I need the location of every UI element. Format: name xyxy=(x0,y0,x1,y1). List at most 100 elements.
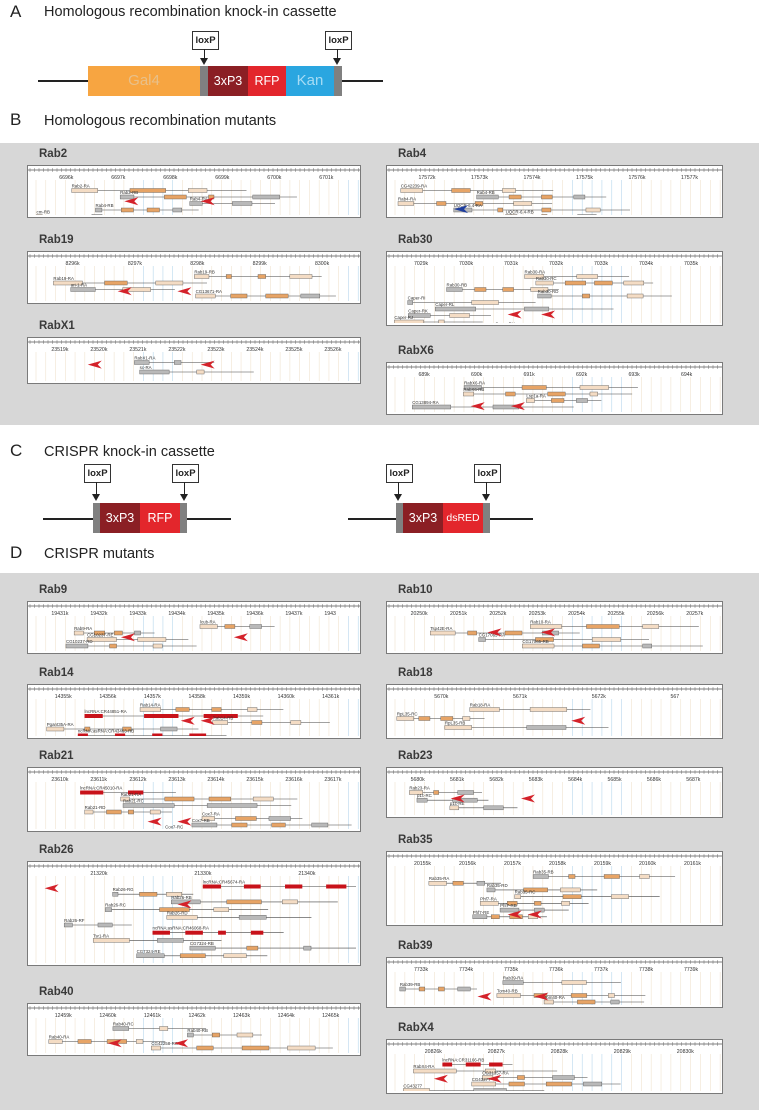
tick-label: 12459k xyxy=(55,1013,72,1019)
section-c-letter: C xyxy=(10,441,23,460)
transcript-label: RpL35-RC xyxy=(397,712,418,717)
exon-block xyxy=(135,1039,144,1044)
transcript-label: Rab30-RB xyxy=(447,283,468,288)
exon-block xyxy=(485,1068,496,1074)
tick-label: 23526k xyxy=(324,347,341,353)
tick-label: 5684k xyxy=(568,777,583,783)
guide-rna-marker xyxy=(107,1039,122,1048)
exon-block xyxy=(457,790,474,795)
exon-block xyxy=(174,360,182,365)
exon-block xyxy=(77,1039,92,1044)
transcript-label: ncRNA:asRNA:CR46068-RA xyxy=(153,926,209,931)
exon-block xyxy=(122,803,175,808)
transcript-label: Tsr1-RA xyxy=(93,933,109,938)
tick-label: 5682k xyxy=(489,777,504,783)
exon-block xyxy=(185,930,203,935)
exon-block xyxy=(265,293,289,299)
exon-block xyxy=(151,1045,161,1051)
transcript-label: UQCR-6.4-RB xyxy=(506,210,534,215)
loxp-arrowhead-c2b xyxy=(482,494,490,501)
exon-block xyxy=(196,369,205,375)
exon-block xyxy=(195,293,216,299)
tick-label: 567 xyxy=(671,694,680,700)
transcript-label: Rab40-RB xyxy=(187,1028,208,1033)
exon-block xyxy=(532,874,549,879)
exon-block xyxy=(543,999,554,1005)
exon-block xyxy=(552,1075,575,1080)
exon-block xyxy=(436,201,447,206)
tick-label: 14358k xyxy=(188,694,205,700)
kan-segment: Kan xyxy=(286,66,334,96)
transcript-label: Rab21-RA xyxy=(121,792,142,797)
exon-block xyxy=(212,720,228,725)
exon-block xyxy=(155,280,184,286)
exon-block xyxy=(300,293,321,299)
tick-label: 8300k xyxy=(315,261,330,267)
guide-rna-marker xyxy=(233,633,248,642)
tick-label: 5686k xyxy=(647,777,662,783)
panel-rab30: Rab30 7029k 7030k 7031k 7032k 7033k 7034k 7035k… xyxy=(386,234,723,326)
exon-block xyxy=(467,630,477,636)
exon-block xyxy=(508,1081,525,1087)
transcript-label: CG42239-RA xyxy=(401,184,427,189)
exon-block xyxy=(70,287,96,292)
exon-block xyxy=(196,1045,214,1051)
exon-block xyxy=(206,803,258,808)
genome-track: 23519k 23520k 23521k 23522k 23523k 23524k 2352… xyxy=(27,337,361,384)
exon-block xyxy=(474,201,484,206)
exon-block xyxy=(247,707,258,712)
tick-label: 23614k xyxy=(207,777,224,783)
transcript-label: Rab35-RC xyxy=(515,890,536,895)
exon-block xyxy=(232,201,253,206)
guide-rna-marker xyxy=(510,402,525,411)
exon-block xyxy=(189,733,207,736)
transcript-label: CG17065-RA xyxy=(479,633,505,638)
guide-rna-marker xyxy=(541,628,556,637)
exon-block xyxy=(208,796,231,802)
transcript-label: Rab40-RA xyxy=(49,1035,70,1040)
tick-label: 7035k xyxy=(684,261,699,267)
guide-rna-marker xyxy=(177,817,192,826)
exon-block xyxy=(502,188,516,193)
transcript-label: RabX6-RB xyxy=(463,387,484,392)
transcript-label: Rab4-RA xyxy=(398,197,416,202)
exon-block xyxy=(159,907,190,912)
transcript-label: Rab30-RC xyxy=(536,276,557,281)
loxp-arrow-c2b xyxy=(486,482,487,494)
tick-label: 17575k xyxy=(576,175,593,181)
panel-title: Rab23 xyxy=(398,750,433,762)
lox-block-left-a xyxy=(200,66,208,96)
tick-label: 14359k xyxy=(233,694,250,700)
exon-block xyxy=(471,300,499,305)
exon-block xyxy=(474,287,487,292)
panel-title: Rab9 xyxy=(39,584,68,596)
exon-block xyxy=(252,194,280,200)
panel-title: Rab18 xyxy=(398,667,433,679)
exon-block xyxy=(236,1032,254,1038)
exon-block xyxy=(478,637,486,642)
panel-rab26: Rab26 21320k 21330k 21340k lncRNA:CR45674-RA… xyxy=(27,844,361,966)
tick-label: 19432k xyxy=(90,611,107,617)
exon-block xyxy=(413,1068,457,1074)
exon-block xyxy=(462,716,471,721)
loxp-arrowhead-a1 xyxy=(200,58,208,65)
guide-rna-marker xyxy=(87,360,102,369)
panel-title: RabX4 xyxy=(398,1022,434,1034)
exon-block xyxy=(91,214,103,215)
tick-label: 8298k xyxy=(190,261,205,267)
genome-track: 23610k 23611k 23612k 23613k 23614k 23615k 2361… xyxy=(27,767,361,832)
tick-label: 5670k xyxy=(434,694,449,700)
3xp3-segment-c2: 3xP3 xyxy=(403,503,443,533)
exon-block xyxy=(226,899,262,905)
transcript-label: lncRNA:CR44851-RA xyxy=(85,709,127,714)
exon-block xyxy=(505,214,518,215)
tick-label: 6700k xyxy=(267,175,282,181)
transcript-label: Caper-RK xyxy=(408,309,428,314)
tick-label: 5671k xyxy=(513,694,528,700)
tick-label: 17573k xyxy=(471,175,488,181)
exon-block xyxy=(104,280,128,286)
exon-block xyxy=(465,1062,481,1067)
panel-title: Rab30 xyxy=(398,234,433,246)
guide-rna-marker xyxy=(124,197,139,206)
panel-title: Rab19 xyxy=(39,234,74,246)
